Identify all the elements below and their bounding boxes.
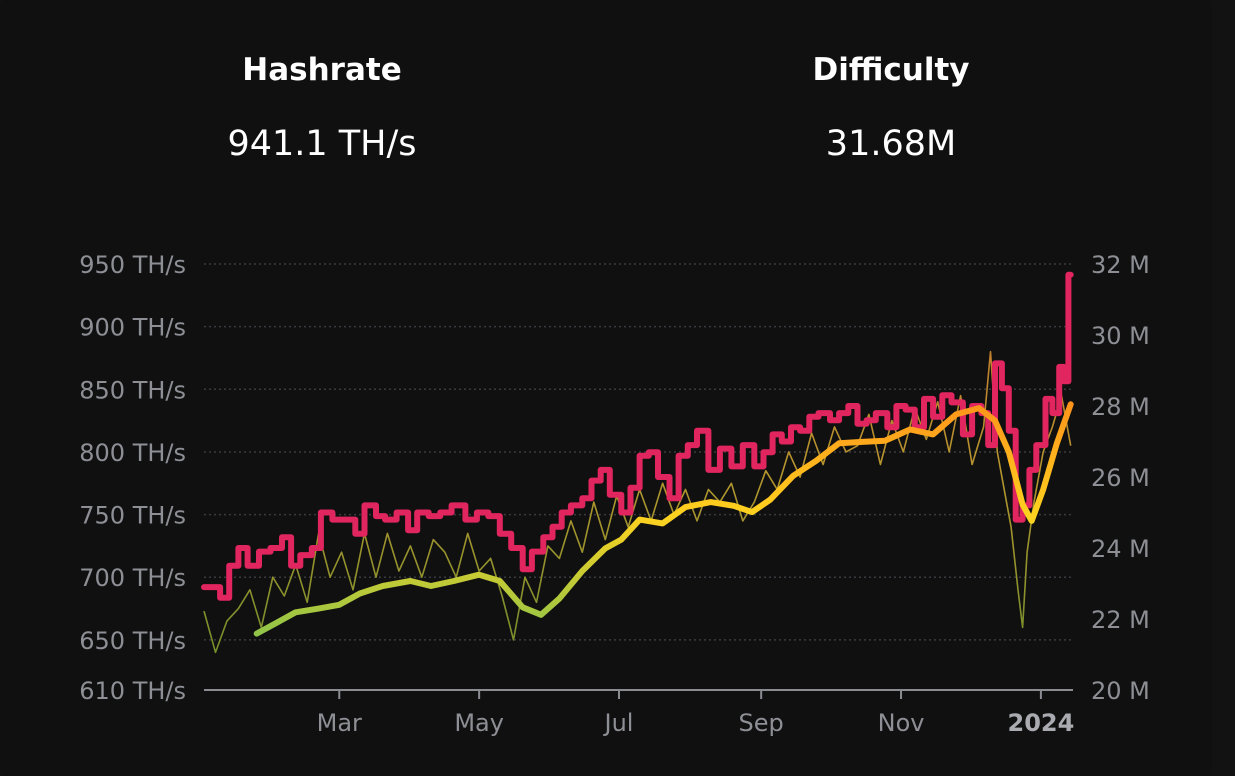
x-tick-label: Sep: [739, 709, 784, 737]
right-tick-label: 28 M: [1091, 393, 1150, 421]
grid: [204, 263, 1073, 691]
left-axis: 950 TH/s 900 TH/s 850 TH/s 800 TH/s 750 TH/s…: [79, 251, 186, 705]
right-tick-label: 26 M: [1091, 464, 1150, 492]
right-tick-label: 24 M: [1091, 535, 1150, 563]
left-tick-label: 900 TH/s: [79, 314, 186, 342]
left-tick-label: 950 TH/s: [79, 251, 186, 279]
right-axis: 32 M 30 M 28 M 26 M 24 M 22 M 20 M: [1091, 251, 1150, 705]
series-group: [201, 271, 1074, 654]
difficulty-line: [201, 271, 1074, 601]
right-tick-label: 32 M: [1091, 251, 1150, 279]
right-tick-label: 20 M: [1091, 677, 1150, 705]
x-axis: Mar May Jul Sep Nov 2024: [317, 690, 1075, 737]
left-tick-label: 610 TH/s: [79, 677, 186, 705]
x-tick-label: 2024: [1008, 709, 1075, 737]
right-tick-label: 30 M: [1091, 322, 1150, 350]
x-tick-label: Jul: [603, 709, 634, 737]
left-tick-label: 700 TH/s: [79, 564, 186, 592]
right-tick-label: 22 M: [1091, 606, 1150, 634]
hashrate-average-line: [253, 401, 1074, 637]
difficulty-stat: Difficulty 31.68M: [691, 50, 1091, 166]
left-tick-label: 800 TH/s: [79, 439, 186, 467]
left-tick-label: 750 TH/s: [79, 502, 186, 530]
difficulty-value: 31.68M: [825, 124, 957, 164]
x-tick-label: Nov: [878, 709, 925, 737]
left-tick-label: 650 TH/s: [79, 627, 186, 655]
left-tick-label: 850 TH/s: [79, 376, 186, 404]
x-tick-label: Mar: [317, 709, 362, 737]
x-tick-label: May: [454, 709, 504, 737]
hashrate-value: 941.1 TH/s: [227, 124, 417, 164]
difficulty-label: Difficulty: [812, 52, 970, 88]
hashrate-raw-line: [203, 350, 1072, 654]
hashrate-stat: Hashrate 941.1 TH/s: [122, 50, 522, 166]
hashrate-label: Hashrate: [242, 52, 402, 88]
